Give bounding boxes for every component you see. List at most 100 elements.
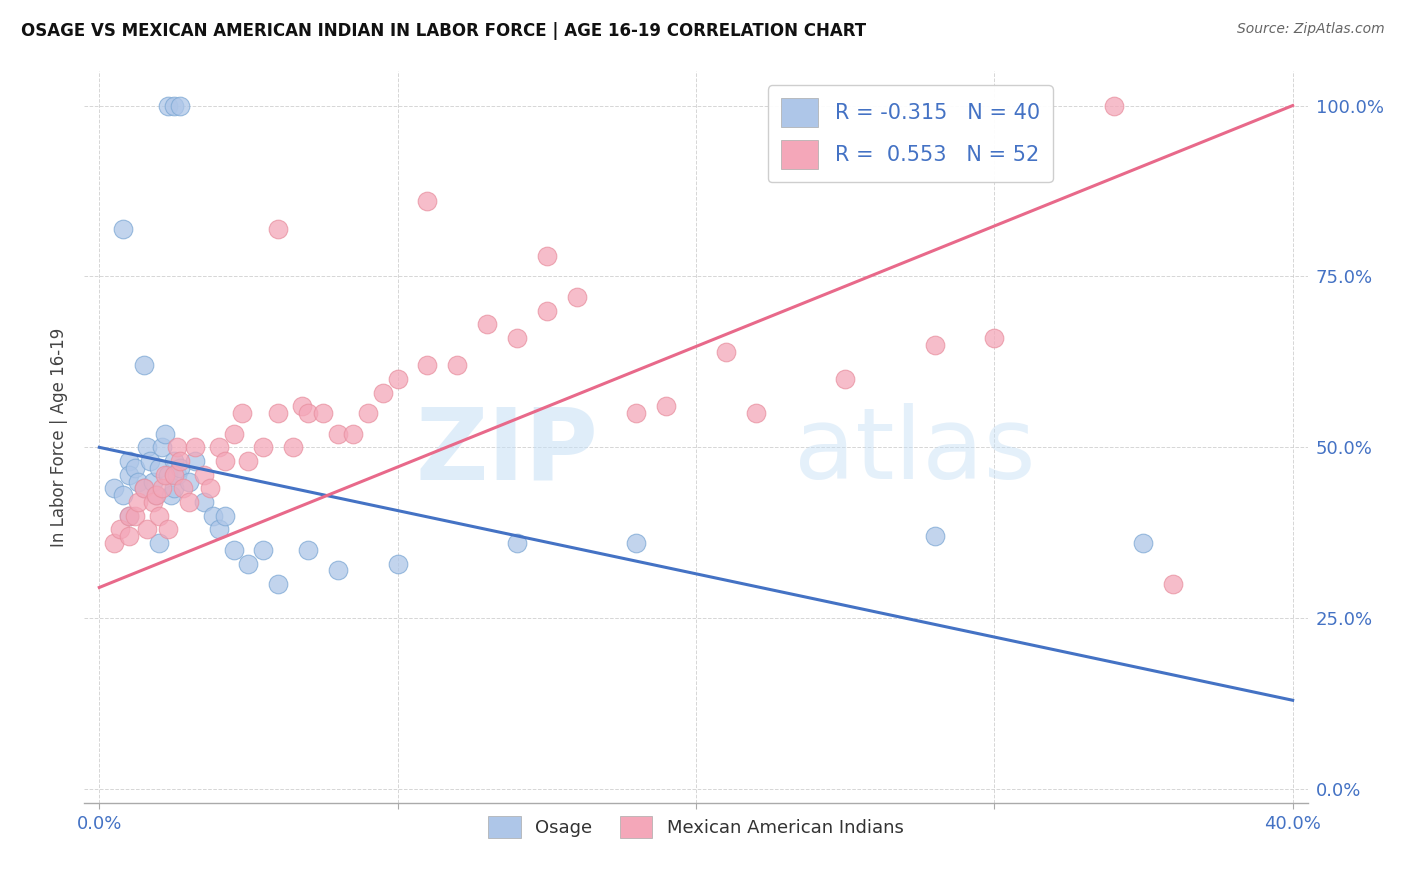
Point xyxy=(127,495,149,509)
Point xyxy=(118,454,141,468)
Point xyxy=(252,542,274,557)
Point xyxy=(326,426,349,441)
Point xyxy=(169,460,191,475)
Point xyxy=(214,454,236,468)
Point xyxy=(446,359,468,373)
Point xyxy=(357,406,380,420)
Point xyxy=(163,98,186,112)
Point xyxy=(1163,577,1185,591)
Point xyxy=(136,522,159,536)
Point xyxy=(156,467,179,482)
Point xyxy=(163,454,186,468)
Point xyxy=(108,522,131,536)
Point xyxy=(626,406,648,420)
Point xyxy=(201,508,224,523)
Point xyxy=(172,481,194,495)
Point xyxy=(112,221,135,235)
Point xyxy=(983,331,1005,345)
Point xyxy=(153,467,176,482)
Point xyxy=(156,98,179,112)
Point xyxy=(655,400,678,414)
Point xyxy=(163,467,186,482)
Point xyxy=(184,454,207,468)
Point xyxy=(506,331,529,345)
Point xyxy=(139,454,162,468)
Point xyxy=(207,440,229,454)
Point xyxy=(193,495,215,509)
Point xyxy=(714,344,737,359)
Point xyxy=(153,426,176,441)
Point xyxy=(342,426,364,441)
Point xyxy=(124,460,146,475)
Text: ZIP: ZIP xyxy=(415,403,598,500)
Point xyxy=(416,194,439,209)
Point xyxy=(536,303,558,318)
Point xyxy=(142,475,165,489)
Point xyxy=(132,359,155,373)
Point xyxy=(177,495,200,509)
Text: OSAGE VS MEXICAN AMERICAN INDIAN IN LABOR FORCE | AGE 16-19 CORRELATION CHART: OSAGE VS MEXICAN AMERICAN INDIAN IN LABO… xyxy=(21,22,866,40)
Point xyxy=(150,481,173,495)
Point xyxy=(169,98,191,112)
Point xyxy=(231,406,253,420)
Point xyxy=(148,536,170,550)
Point xyxy=(166,467,188,482)
Point xyxy=(222,426,245,441)
Point xyxy=(387,372,409,386)
Point xyxy=(132,481,155,495)
Point xyxy=(214,508,236,523)
Point xyxy=(416,359,439,373)
Point xyxy=(148,460,170,475)
Point xyxy=(326,563,349,577)
Point xyxy=(166,440,188,454)
Point xyxy=(142,495,165,509)
Point xyxy=(267,577,290,591)
Point xyxy=(124,508,146,523)
Point xyxy=(283,440,305,454)
Point xyxy=(536,249,558,263)
Point xyxy=(371,385,394,400)
Text: atlas: atlas xyxy=(794,403,1035,500)
Point xyxy=(193,467,215,482)
Point xyxy=(834,372,856,386)
Point xyxy=(163,481,186,495)
Point xyxy=(506,536,529,550)
Point xyxy=(744,406,766,420)
Point xyxy=(145,488,167,502)
Point xyxy=(222,542,245,557)
Point xyxy=(297,542,319,557)
Text: Source: ZipAtlas.com: Source: ZipAtlas.com xyxy=(1237,22,1385,37)
Point xyxy=(626,536,648,550)
Point xyxy=(565,290,588,304)
Point xyxy=(118,508,141,523)
Point xyxy=(924,338,946,352)
Point xyxy=(267,406,290,420)
Point xyxy=(238,557,260,571)
Point xyxy=(148,508,170,523)
Point xyxy=(169,454,191,468)
Point xyxy=(1132,536,1154,550)
Point xyxy=(312,406,335,420)
Point xyxy=(156,522,179,536)
Point xyxy=(118,508,141,523)
Point xyxy=(207,522,229,536)
Point xyxy=(291,400,314,414)
Point xyxy=(132,481,155,495)
Point xyxy=(150,440,173,454)
Point xyxy=(127,475,149,489)
Point xyxy=(297,406,319,420)
Point xyxy=(118,529,141,543)
Point xyxy=(103,536,125,550)
Point xyxy=(475,318,498,332)
Y-axis label: In Labor Force | Age 16-19: In Labor Force | Age 16-19 xyxy=(51,327,69,547)
Point xyxy=(145,488,167,502)
Point xyxy=(177,475,200,489)
Point xyxy=(252,440,274,454)
Point xyxy=(103,481,125,495)
Legend: Osage, Mexican American Indians: Osage, Mexican American Indians xyxy=(481,808,911,845)
Point xyxy=(112,488,135,502)
Point xyxy=(267,221,290,235)
Point xyxy=(238,454,260,468)
Point xyxy=(118,467,141,482)
Point xyxy=(198,481,221,495)
